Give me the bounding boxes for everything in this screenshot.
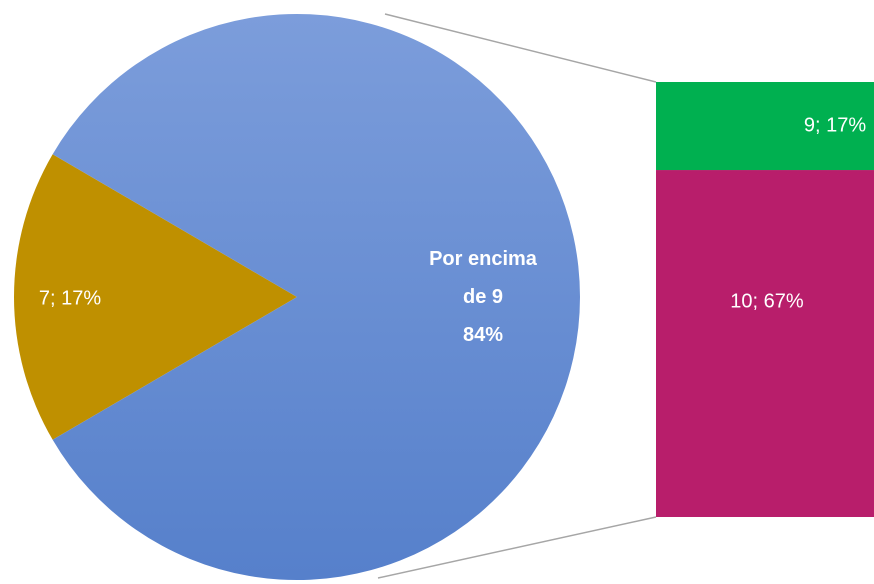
bar-segment bbox=[656, 170, 874, 518]
data-label: Por encima de 9 84% bbox=[418, 240, 548, 354]
label-text: Por encima de 9 bbox=[429, 248, 537, 308]
bar-segment bbox=[656, 82, 874, 171]
connector-line bbox=[377, 516, 657, 579]
data-label: Por encima de 9 84% bbox=[418, 240, 548, 354]
data-label: 9; 17% bbox=[804, 114, 866, 136]
pie-slice bbox=[52, 13, 580, 581]
data-label: 10; 67% bbox=[730, 290, 804, 312]
connector-line bbox=[384, 13, 657, 83]
data-label: 7; 17% bbox=[39, 287, 101, 309]
label-text: 84% bbox=[462, 324, 504, 346]
pie-slice bbox=[13, 154, 297, 440]
